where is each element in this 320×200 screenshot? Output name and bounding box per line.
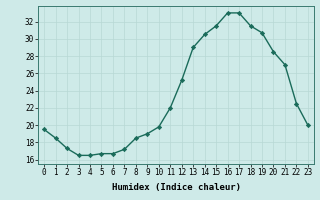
X-axis label: Humidex (Indice chaleur): Humidex (Indice chaleur)	[111, 183, 241, 192]
